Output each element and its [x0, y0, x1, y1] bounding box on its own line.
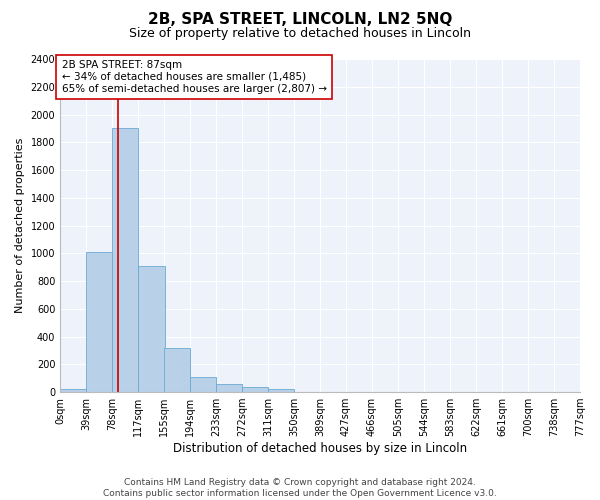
Bar: [268, 390, 295, 392]
Bar: [242, 387, 268, 392]
Bar: [112, 128, 139, 392]
Bar: [164, 348, 190, 392]
Bar: [60, 390, 86, 392]
Bar: [216, 384, 242, 392]
Text: 2B, SPA STREET, LINCOLN, LN2 5NQ: 2B, SPA STREET, LINCOLN, LN2 5NQ: [148, 12, 452, 28]
Bar: [139, 266, 164, 392]
Y-axis label: Number of detached properties: Number of detached properties: [15, 138, 25, 313]
Text: Contains HM Land Registry data © Crown copyright and database right 2024.
Contai: Contains HM Land Registry data © Crown c…: [103, 478, 497, 498]
Text: Size of property relative to detached houses in Lincoln: Size of property relative to detached ho…: [129, 28, 471, 40]
X-axis label: Distribution of detached houses by size in Lincoln: Distribution of detached houses by size …: [173, 442, 467, 455]
Bar: [190, 377, 216, 392]
Text: 2B SPA STREET: 87sqm
← 34% of detached houses are smaller (1,485)
65% of semi-de: 2B SPA STREET: 87sqm ← 34% of detached h…: [62, 60, 326, 94]
Bar: [86, 252, 112, 392]
